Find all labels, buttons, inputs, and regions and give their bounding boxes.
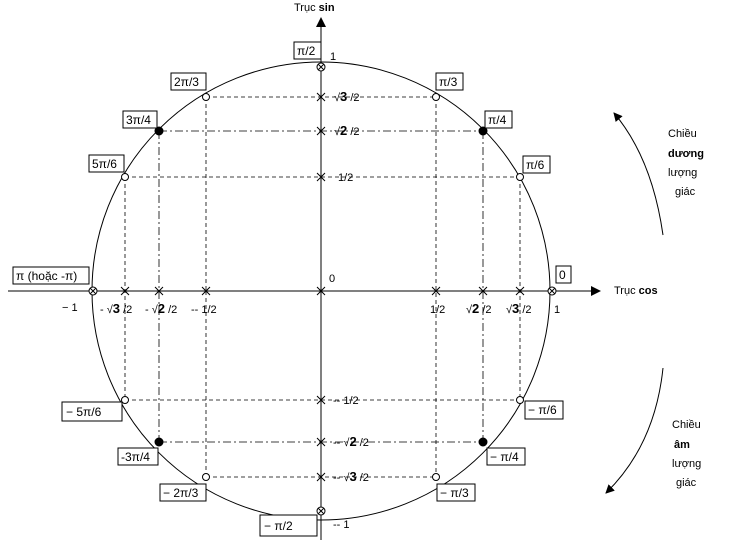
point-pi-over-2 — [316, 62, 326, 72]
vertical-projection-lines — [124, 97, 521, 477]
svg-text:âm: âm — [674, 439, 690, 451]
angle-label-2pi-over-3: 2π/3 — [170, 72, 207, 91]
sin-axis-title: Trục sin — [294, 2, 335, 14]
point-5pi-over-6 — [121, 173, 129, 181]
point-neg-3pi-over-4 — [154, 437, 164, 447]
angle-label-3pi-over-4: 3π/4 — [122, 110, 158, 129]
sin-value-neg-1: -- 1 — [333, 519, 350, 531]
point-neg-pi-over-3 — [432, 473, 440, 481]
point-pi-over-6 — [516, 173, 524, 181]
cos-value-1: 1 — [554, 304, 560, 316]
point-pi-over-3 — [432, 93, 440, 101]
svg-text:Chiều: Chiều — [668, 128, 697, 140]
horizontal-projection-lines — [125, 96, 520, 478]
positive-direction-arrow — [613, 112, 664, 236]
cos-value-neg-1: − 1 — [62, 302, 78, 314]
svg-text:− π/2: − π/2 — [264, 519, 293, 533]
sin-value-neg-sqrt3-over-2: -- √3 /2 — [333, 469, 369, 484]
point-zero — [547, 286, 557, 296]
cos-value-sqrt3-over-2: √3 /2 — [506, 301, 532, 316]
svg-text:π/3: π/3 — [439, 75, 458, 89]
angle-label-5pi-over-6: 5π/6 — [88, 154, 125, 173]
angle-label-neg-2pi-over-3: − 2π/3 — [159, 483, 207, 502]
angle-label-neg-pi-over-2: − π/2 — [259, 514, 318, 537]
svg-text:2π/3: 2π/3 — [174, 75, 199, 89]
point-2pi-over-3 — [202, 93, 210, 101]
cos-axis-title: Trục cos — [614, 285, 658, 297]
circle-points — [88, 62, 557, 516]
sin-value-1: 1 — [330, 51, 336, 63]
svg-text:− π/3: − π/3 — [440, 486, 469, 500]
svg-text:− π/4: − π/4 — [490, 450, 519, 464]
angle-label-pi: π (hoặc -π) — [12, 266, 90, 285]
svg-text:giác: giác — [676, 477, 697, 489]
svg-text:giác: giác — [675, 186, 696, 198]
point-neg-pi-over-6 — [516, 396, 524, 404]
svg-text:lượng: lượng — [672, 458, 701, 470]
svg-text:− π/6: − π/6 — [528, 403, 557, 417]
angle-label-neg-pi-over-6: − π/6 — [524, 400, 564, 420]
svg-text:Chiều: Chiều — [672, 419, 701, 431]
point-pi-over-4 — [478, 126, 488, 136]
axis-ticks — [120, 92, 525, 482]
svg-text:3π/4: 3π/4 — [126, 113, 151, 127]
cos-value-neg-sqrt3-over-2: - √3 /2 — [100, 301, 132, 316]
point-pi — [88, 286, 98, 296]
svg-text:0: 0 — [559, 268, 566, 282]
point-3pi-over-4 — [154, 126, 164, 136]
cos-value-neg-sqrt2-over-2: - √2 /2 — [145, 301, 177, 316]
angle-label-neg-pi-over-4: − π/4 — [486, 447, 526, 466]
angle-label-neg-3pi-over-4: -3π/4 — [117, 447, 159, 466]
point-neg-2pi-over-3 — [202, 473, 210, 481]
svg-text:− 5π/6: − 5π/6 — [66, 405, 102, 419]
negative-direction-note: Chiều âm lượng giác — [672, 419, 701, 489]
sin-value-neg-half: -- 1/2 — [333, 395, 359, 407]
sin-value-neg-sqrt2-over-2: -- √2 /2 — [333, 434, 369, 449]
sin-value-half: 1/2 — [338, 172, 353, 184]
angle-label-neg-pi-over-3: − π/3 — [436, 483, 476, 502]
svg-text:lượng: lượng — [668, 167, 697, 179]
svg-text:π/2: π/2 — [297, 44, 316, 58]
angle-label-zero: 0 — [555, 265, 572, 284]
cos-value-half: 1/2 — [430, 304, 445, 316]
cos-value-sqrt2-over-2: √2 /2 — [466, 301, 492, 316]
angle-label-pi-over-3: π/3 — [435, 72, 464, 91]
angle-label-pi-over-4: π/4 — [484, 110, 513, 129]
positive-direction-note: Chiều dương lượng giác — [668, 128, 704, 198]
origin-label: 0 — [329, 273, 335, 285]
point-neg-5pi-over-6 — [121, 396, 129, 404]
svg-text:π (hoặc -π): π (hoặc -π) — [16, 269, 77, 283]
svg-text:π/4: π/4 — [488, 113, 507, 127]
svg-text:− 2π/3: − 2π/3 — [163, 486, 199, 500]
sin-value-sqrt3-over-2: √3 /2 — [334, 89, 360, 104]
negative-direction-arrow — [605, 367, 664, 494]
angle-label-neg-5pi-over-6: − 5π/6 — [61, 401, 123, 422]
angle-label-pi-over-2: π/2 — [293, 41, 322, 60]
point-neg-pi-over-4 — [478, 437, 488, 447]
cos-value-neg-half: -- 1/2 — [191, 304, 217, 316]
svg-text:π/6: π/6 — [526, 158, 545, 172]
svg-text:dương: dương — [668, 148, 704, 160]
angle-label-pi-over-6: π/6 — [522, 155, 551, 174]
sin-value-sqrt2-over-2: √2 /2 — [334, 123, 360, 138]
svg-text:5π/6: 5π/6 — [92, 157, 117, 171]
svg-text:-3π/4: -3π/4 — [121, 450, 150, 464]
point-neg-pi-over-2 — [316, 506, 326, 516]
